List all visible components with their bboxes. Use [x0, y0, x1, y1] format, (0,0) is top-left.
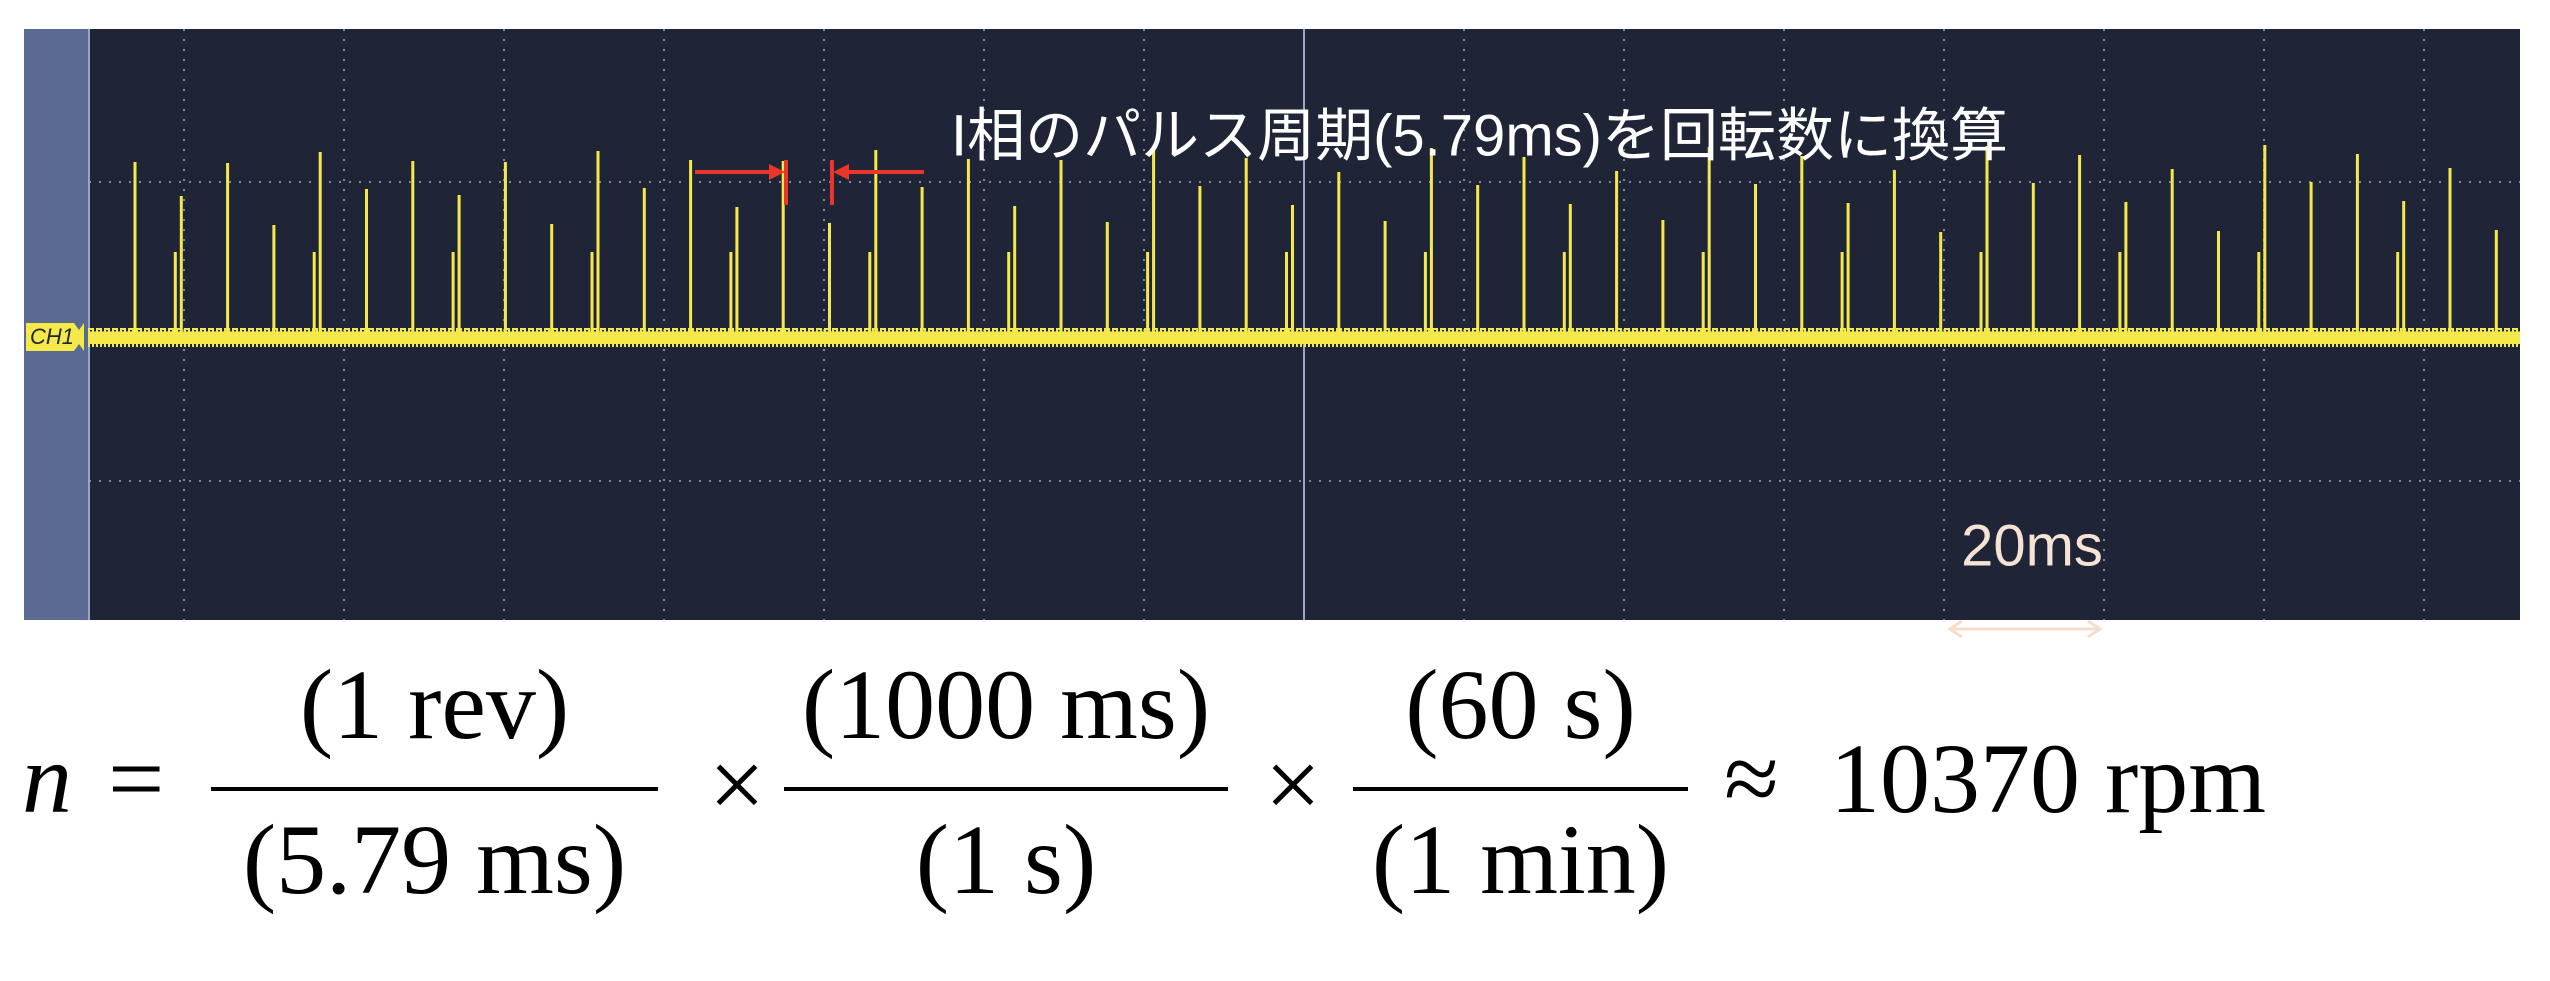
times-sign: × [709, 729, 765, 840]
noise [88, 328, 2518, 347]
channel-label: CH1 [30, 324, 74, 349]
approx-sign: ≈ [1724, 723, 1779, 834]
scale-arrow [1947, 619, 2103, 639]
times-sign: × [1265, 729, 1321, 840]
formula: n = (1 rev) (5.79 ms) (1000 ms) (1 s) (60 s)… [22, 649, 2266, 915]
period-arrows [695, 160, 924, 205]
numerator: (1 rev) [300, 649, 569, 760]
waveform [88, 145, 2520, 347]
annotation: I相のパルス周期(5.79ms)を回転数に換算 [951, 103, 2008, 168]
numerator: (1000 ms) [802, 649, 1210, 760]
scale-label: 20ms [1961, 513, 2103, 578]
denominator: (5.79 ms) [243, 804, 626, 915]
numerator: (60 s) [1405, 649, 1636, 760]
scope-screen [24, 29, 2520, 620]
denominator: (1 s) [916, 804, 1097, 915]
result: 10370 rpm [1830, 723, 2266, 834]
denominator: (1 min) [1372, 804, 1669, 915]
channel-badge [26, 323, 84, 351]
pulses [133, 145, 2498, 332]
formula-lhs: n [22, 723, 72, 834]
formula-equals: = [108, 723, 164, 834]
